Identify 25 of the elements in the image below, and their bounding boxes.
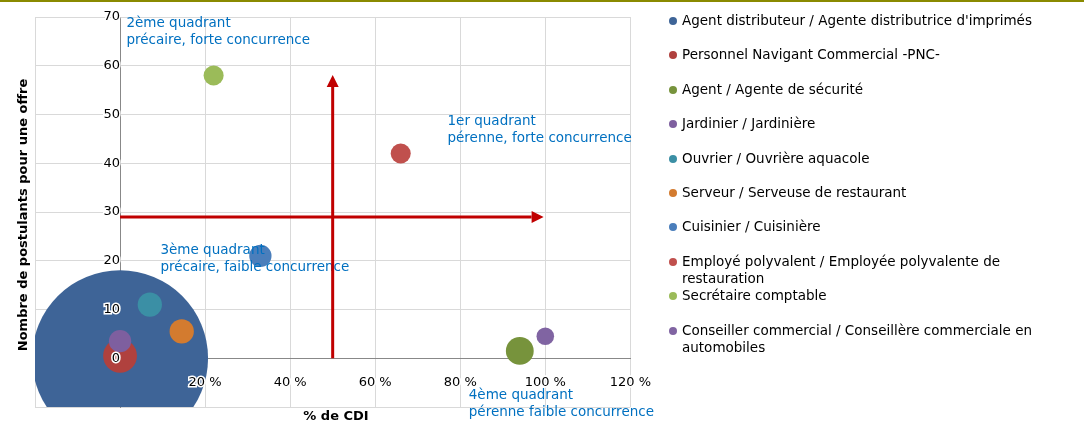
- x-axis-title: % de CDI: [303, 408, 369, 423]
- y-tick-label: 10: [103, 300, 121, 316]
- y-tick-label: 60: [103, 57, 121, 73]
- y-tick-label: 20: [103, 252, 121, 268]
- legend-label: Serveur / Serveuse de restaurant: [681, 183, 908, 202]
- y-tick-label: 70: [103, 8, 121, 24]
- y-tick-label: 0: [111, 349, 121, 365]
- annotation: 1er quadrant pérenne, forte concurrence: [447, 111, 632, 145]
- legend-label: Agent distributeur / Agente distributrice d'imprimés: [681, 12, 1033, 30]
- x-tick-label: 60 %: [358, 374, 392, 390]
- annotation: 2ème quadrant précaire, forte concurrence: [126, 14, 310, 48]
- legend-label: Personnel Navigant Commercial -PNC-: [681, 46, 941, 65]
- legend-label: Secrétaire comptable: [681, 287, 828, 306]
- legend-label: Agent / Agente de sécurité: [681, 80, 865, 99]
- legend-label: Employé polyvalent / Employée polyvalente de restauration: [681, 252, 1002, 288]
- legend-label: Jardinier / Jardinière: [680, 115, 817, 134]
- y-tick-label: 30: [103, 203, 121, 219]
- y-axis-title: Nombre de postulants pour une offre: [14, 78, 30, 352]
- legend-label: Ouvrier / Ouvrière aquacole: [681, 149, 871, 168]
- x-tick-label: 40 %: [273, 374, 307, 390]
- x-tick-label: 20 %: [188, 374, 222, 390]
- y-tick-label: 50: [103, 105, 121, 121]
- legend-label: Cuisinier / Cuisinière: [681, 218, 822, 237]
- legend-label: Conseiller commercial / Conseillère commerciale en automobiles: [681, 321, 1034, 356]
- y-tick-label: 40: [103, 154, 121, 170]
